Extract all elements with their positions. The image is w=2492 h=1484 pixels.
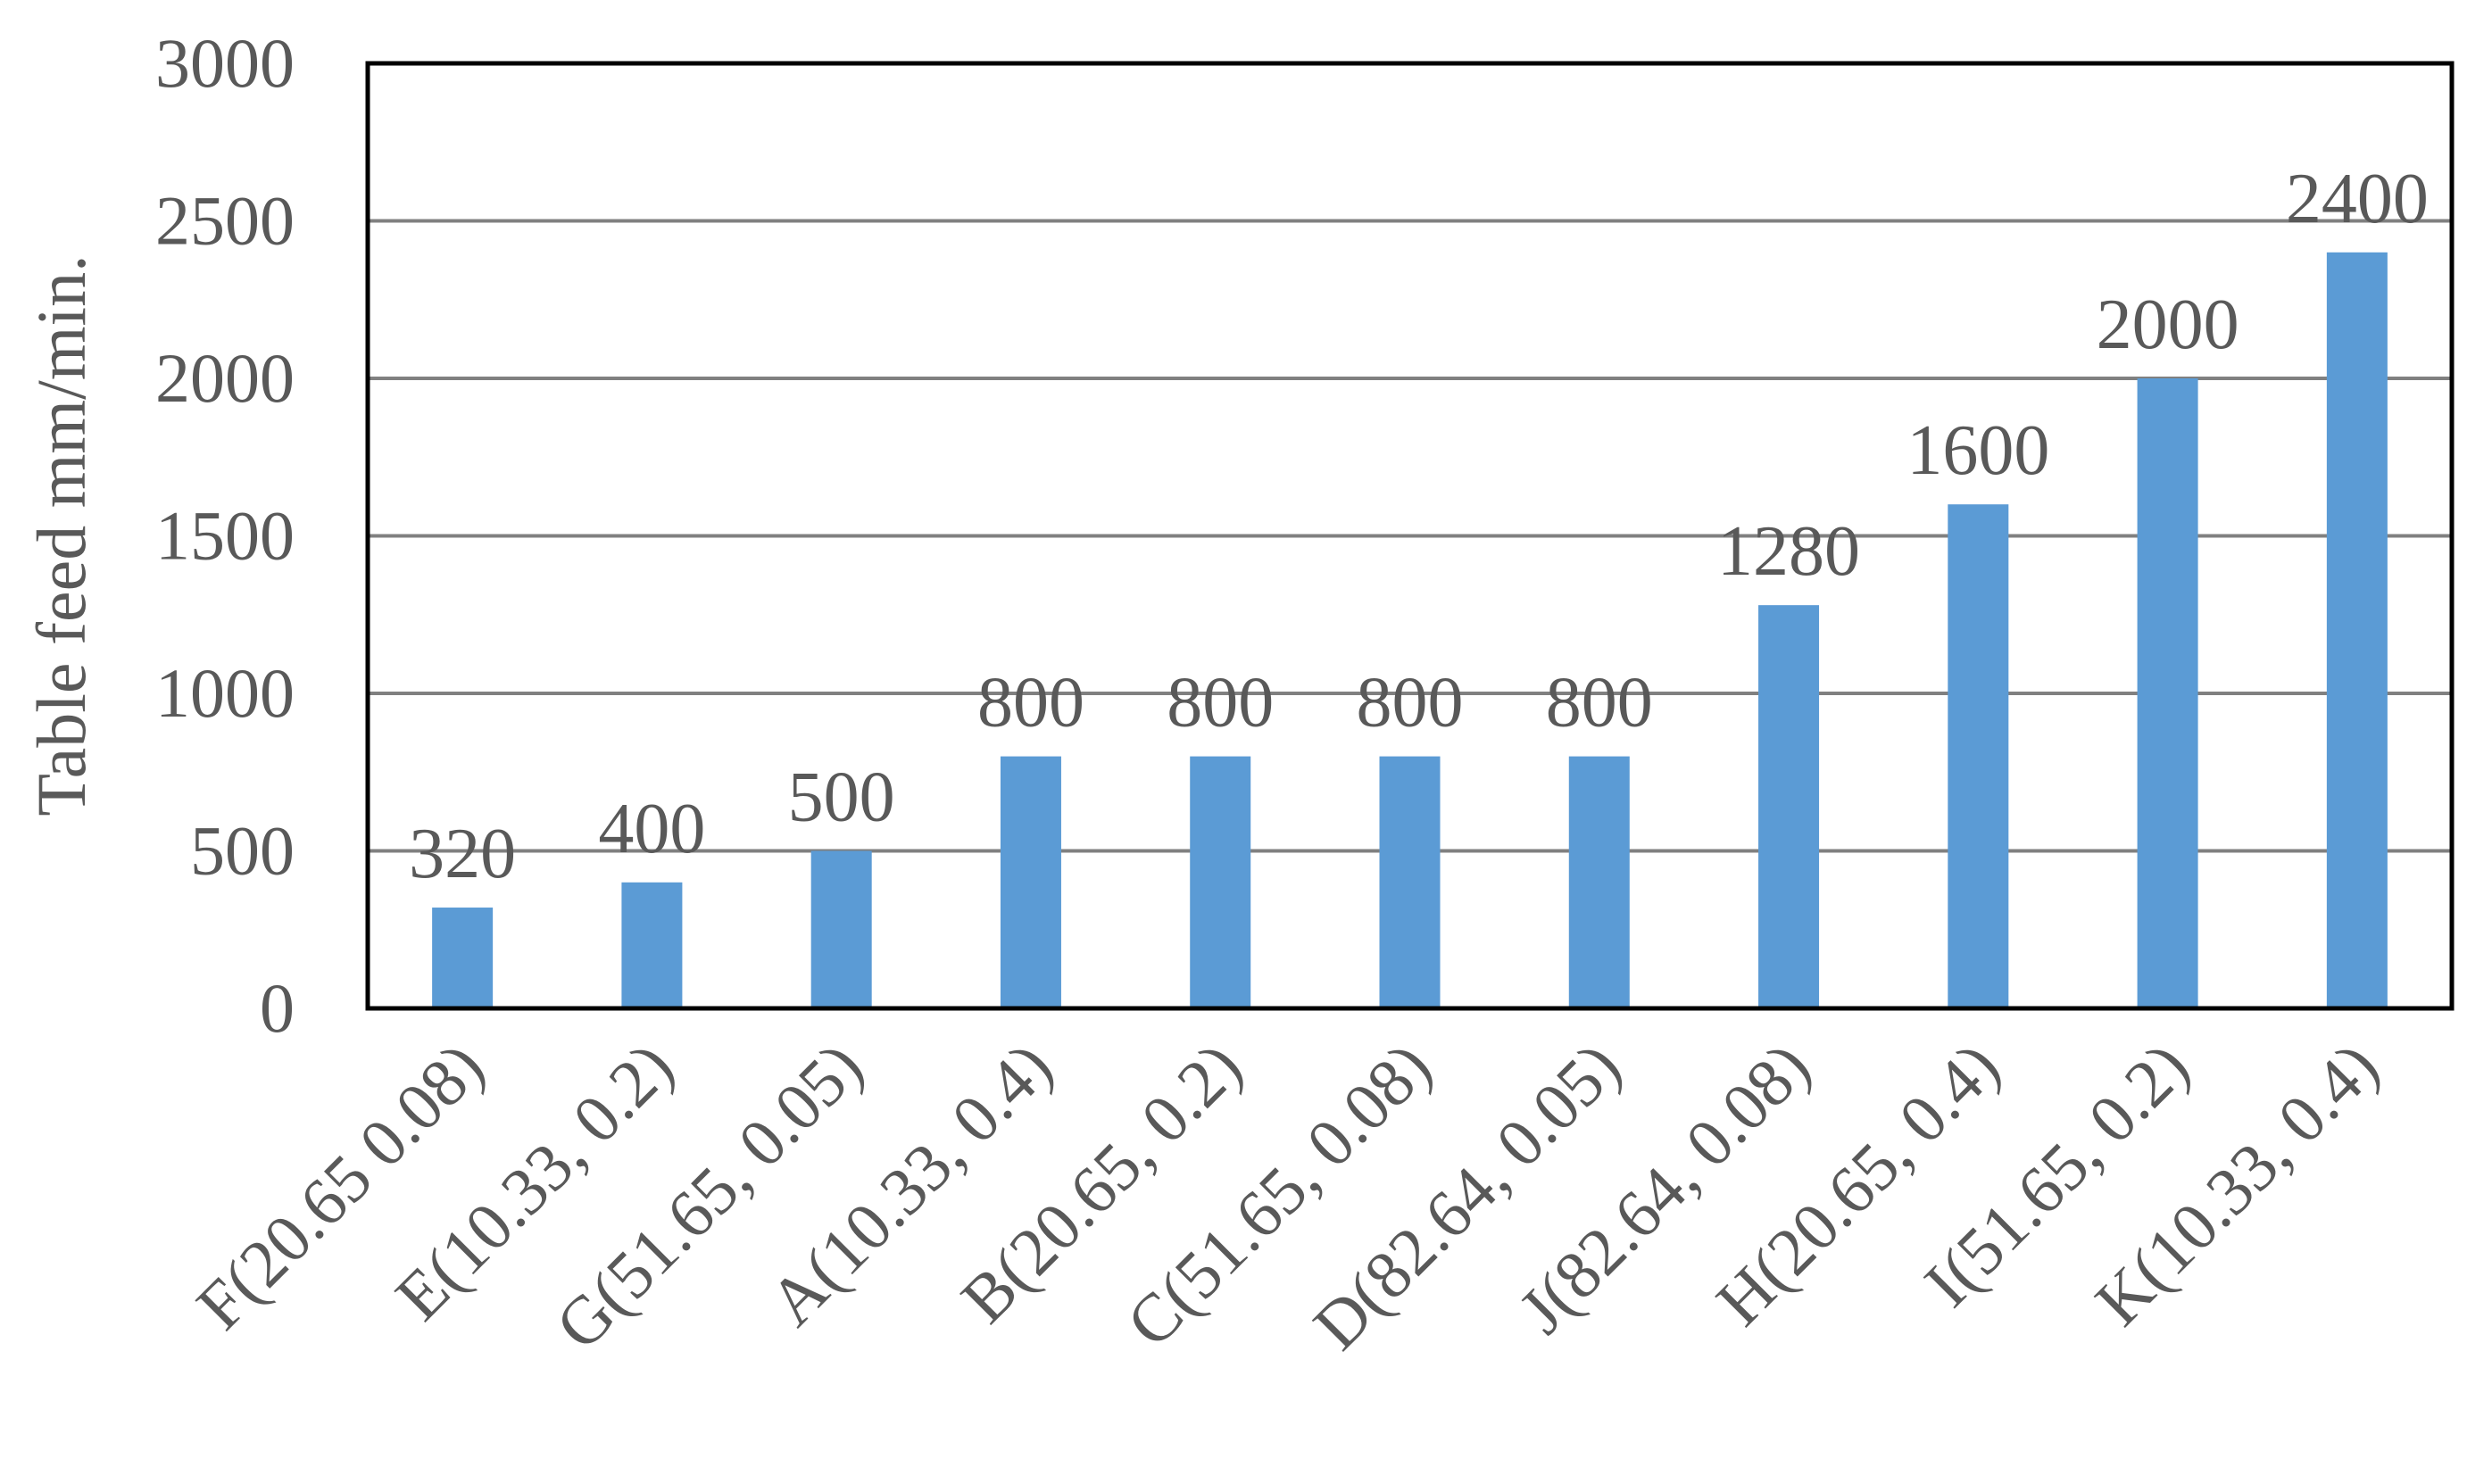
y-tick-label: 3000 <box>155 24 295 102</box>
data-label: 400 <box>598 790 705 868</box>
data-label: 1600 <box>1906 411 2049 490</box>
bar <box>2326 252 2388 1008</box>
bar <box>1190 756 1251 1008</box>
bar <box>1758 605 1820 1008</box>
data-label: 2000 <box>2097 286 2239 364</box>
bar <box>1000 756 1061 1008</box>
y-axis-tick-labels: 0 500 1000 1500 2000 2500 3000 <box>155 24 295 1047</box>
bar <box>1379 756 1441 1008</box>
data-label: 800 <box>1357 664 1464 742</box>
data-label: 800 <box>1546 664 1653 742</box>
x-axis-tick-labels: F(20.65 0.08)E(10.33, 0.2)G(51.65, 0.05)… <box>183 1029 2393 1364</box>
data-label: 800 <box>1167 664 1274 742</box>
data-label: 500 <box>788 759 895 837</box>
y-tick-label: 0 <box>260 969 295 1047</box>
bar <box>621 882 683 1008</box>
data-label: 2400 <box>2286 160 2429 238</box>
y-axis-label: Table feed mm/min. <box>22 254 100 816</box>
bar <box>1948 504 2009 1008</box>
plot-area-frame <box>365 61 2455 1011</box>
bar <box>2137 378 2198 1008</box>
data-label: 800 <box>977 664 1084 742</box>
gridlines <box>368 219 2452 853</box>
y-tick-label: 2500 <box>155 182 295 260</box>
data-labels: 320 400 500 800 800 800 800 1280 1600 2000 2400 <box>409 160 2429 893</box>
bar <box>1568 756 1630 1008</box>
y-tick-label: 2000 <box>155 339 295 417</box>
bars <box>432 252 2388 1008</box>
y-tick-label: 500 <box>190 812 295 890</box>
bar <box>432 908 494 1008</box>
data-label: 1280 <box>1717 512 1860 591</box>
y-tick-label: 1000 <box>155 654 295 732</box>
y-tick-label: 1500 <box>155 497 295 575</box>
bar <box>810 850 872 1008</box>
data-label: 320 <box>409 815 516 893</box>
